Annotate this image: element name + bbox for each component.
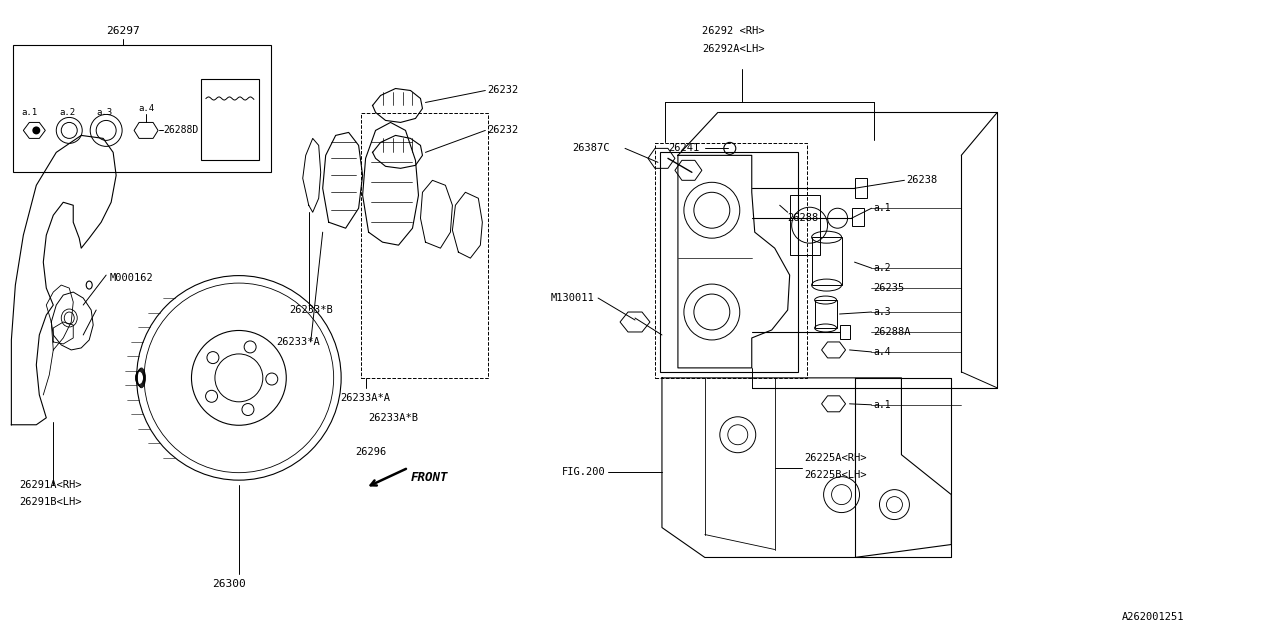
- Text: 26291A<RH>: 26291A<RH>: [19, 479, 82, 490]
- Text: 26238: 26238: [906, 175, 938, 186]
- Text: FRONT: FRONT: [411, 471, 448, 484]
- Text: a.4: a.4: [873, 347, 891, 357]
- Text: 26233*A: 26233*A: [275, 337, 320, 347]
- Text: M000162: M000162: [109, 273, 152, 283]
- Bar: [814, 300, 837, 328]
- Bar: [655, 143, 806, 378]
- Text: a.3: a.3: [873, 307, 891, 317]
- Bar: [812, 237, 841, 285]
- Text: 26233*B: 26233*B: [289, 305, 333, 315]
- Text: a.1: a.1: [22, 108, 37, 117]
- Text: 26225A<RH>: 26225A<RH>: [805, 452, 867, 463]
- Text: 26387C: 26387C: [572, 143, 609, 154]
- Text: 26235: 26235: [873, 283, 905, 293]
- Text: 26291B<LH>: 26291B<LH>: [19, 497, 82, 507]
- Text: a.4: a.4: [138, 104, 154, 113]
- Text: 26292A<LH>: 26292A<LH>: [701, 44, 764, 54]
- Text: 26288: 26288: [787, 213, 819, 223]
- Text: a.1: a.1: [873, 400, 891, 410]
- Text: 26300: 26300: [212, 579, 246, 589]
- Text: 26232: 26232: [488, 86, 518, 95]
- Text: 26292 <RH>: 26292 <RH>: [701, 26, 764, 36]
- Bar: [660, 152, 797, 372]
- Text: 26297: 26297: [106, 26, 140, 36]
- Text: a.3: a.3: [96, 108, 113, 117]
- Bar: [13, 45, 271, 172]
- Text: 26233A*B: 26233A*B: [369, 413, 419, 423]
- Text: 26225B<LH>: 26225B<LH>: [805, 470, 867, 479]
- Text: A262001251: A262001251: [1121, 612, 1184, 622]
- Text: 26233A*A: 26233A*A: [340, 393, 390, 403]
- Bar: [361, 113, 489, 378]
- Text: 26288D: 26288D: [163, 125, 198, 136]
- Text: a.1: a.1: [873, 204, 891, 213]
- Text: M130011: M130011: [550, 293, 594, 303]
- Text: FIG.200: FIG.200: [562, 467, 605, 477]
- Bar: [855, 179, 867, 198]
- Text: a.2: a.2: [59, 108, 76, 117]
- Circle shape: [32, 127, 40, 134]
- Text: 26241: 26241: [668, 143, 699, 154]
- Bar: [201, 79, 259, 161]
- Bar: [840, 325, 850, 339]
- Bar: [790, 195, 819, 255]
- Text: 26232: 26232: [488, 125, 518, 136]
- Bar: [851, 208, 864, 226]
- Text: 26296: 26296: [356, 447, 387, 457]
- Text: a.2: a.2: [873, 263, 891, 273]
- Text: 26288A: 26288A: [873, 327, 911, 337]
